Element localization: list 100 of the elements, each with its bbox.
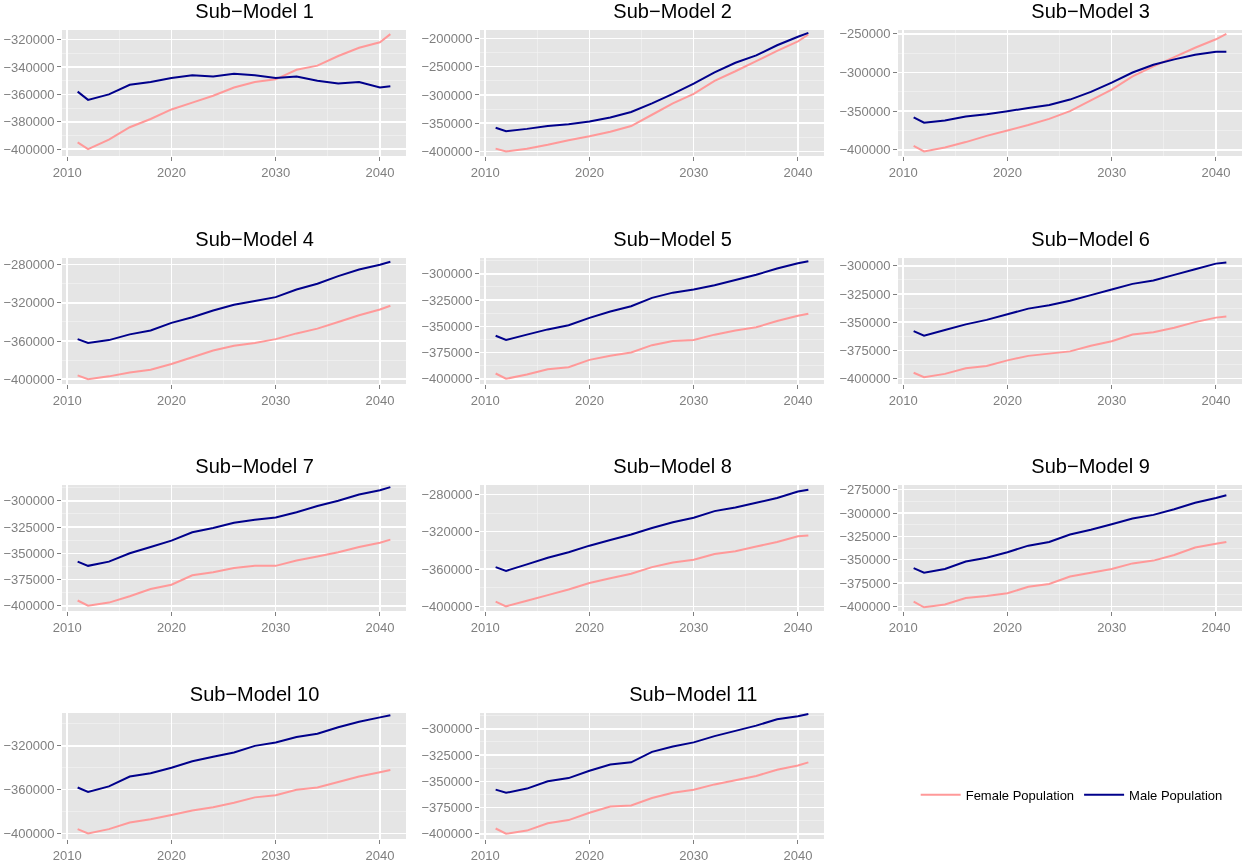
y-tick-label: −360000 [3, 86, 55, 102]
y-tick-label: −300000 [421, 721, 473, 737]
x-tick-label: 2040 [783, 847, 813, 863]
x-tick-label: 2040 [365, 619, 395, 635]
y-tick-label: −325000 [421, 292, 473, 308]
legend-label: Female Population [965, 787, 1075, 803]
y-tick-label: −300000 [3, 493, 55, 509]
line-series [76, 33, 392, 151]
y-tick-label: −375000 [839, 342, 891, 358]
x-tick-label: 2040 [365, 392, 395, 408]
line-series [76, 768, 392, 835]
y-tick-label: −325000 [839, 528, 891, 544]
line-series [494, 33, 810, 153]
y-tick-label: −350000 [839, 103, 891, 119]
y-tick-label: −325000 [839, 286, 891, 302]
line-series [76, 304, 392, 381]
chart-title: Sub−Model 7 [195, 455, 314, 477]
x-tick-label: 2040 [783, 392, 813, 408]
x-tick-label: 2010 [888, 164, 918, 180]
x-tick-label: 2030 [679, 164, 709, 180]
x-tick-label: 2030 [261, 847, 291, 863]
y-tick-label: −360000 [3, 782, 55, 798]
line-series [76, 538, 392, 607]
line-series [494, 488, 810, 572]
x-tick-label: 2010 [470, 392, 500, 408]
y-tick-label: −350000 [3, 545, 55, 561]
y-tick-label: −250000 [421, 59, 473, 75]
x-tick-label: 2020 [156, 847, 186, 863]
y-tick-label: −350000 [839, 552, 891, 568]
y-tick-label: −200000 [421, 31, 473, 47]
y-tick-label: −300000 [421, 266, 473, 282]
y-tick-label: −325000 [3, 519, 55, 535]
y-tick-label: −360000 [3, 333, 55, 349]
y-tick-label: −400000 [3, 826, 55, 842]
y-tick-label: −400000 [421, 371, 473, 387]
x-tick-label: 2020 [156, 164, 186, 180]
y-tick-label: −375000 [3, 572, 55, 588]
chart-title: Sub−Model 11 [629, 683, 758, 705]
y-tick-label: −400000 [839, 598, 891, 614]
y-tick-label: −375000 [421, 345, 473, 361]
x-tick-label: 2030 [261, 392, 291, 408]
y-tick-label: −320000 [3, 295, 55, 311]
x-tick-label: 2040 [1201, 619, 1231, 635]
x-tick-label: 2020 [992, 392, 1022, 408]
x-tick-label: 2040 [1201, 392, 1231, 408]
line-series [494, 713, 810, 794]
line-series [494, 312, 810, 380]
chart-title: Sub−Model 8 [613, 455, 732, 477]
line-series [912, 32, 1228, 153]
x-tick-label: 2020 [156, 619, 186, 635]
line-series [912, 50, 1228, 124]
line-series [912, 540, 1228, 609]
y-tick-label: −400000 [421, 144, 473, 160]
x-tick-label: 2020 [574, 164, 604, 180]
chart-title: Sub−Model 2 [613, 0, 732, 22]
y-tick-label: −400000 [3, 598, 55, 614]
x-tick-label: 2030 [261, 164, 291, 180]
chart-title: Sub−Model 4 [195, 228, 314, 250]
y-tick-label: −320000 [3, 32, 55, 48]
y-tick-label: −400000 [839, 142, 891, 158]
x-tick-label: 2030 [1097, 619, 1127, 635]
chart-title: Sub−Model 3 [1031, 0, 1150, 22]
x-tick-label: 2040 [783, 164, 813, 180]
x-tick-label: 2010 [470, 619, 500, 635]
line-series [912, 261, 1228, 337]
y-tick-label: −400000 [421, 826, 473, 842]
y-tick-label: −280000 [3, 257, 55, 273]
y-tick-label: −300000 [839, 258, 891, 274]
y-tick-label: −400000 [3, 371, 55, 387]
x-tick-label: 2020 [992, 164, 1022, 180]
line-series [912, 494, 1228, 574]
x-tick-label: 2010 [888, 619, 918, 635]
x-tick-label: 2040 [783, 619, 813, 635]
y-tick-label: −350000 [839, 314, 891, 330]
x-tick-label: 2020 [574, 619, 604, 635]
chart-title: Sub−Model 5 [613, 228, 732, 250]
y-tick-label: −350000 [421, 318, 473, 334]
y-tick-label: −375000 [421, 800, 473, 816]
x-tick-label: 2030 [1097, 164, 1127, 180]
x-tick-label: 2010 [470, 847, 500, 863]
x-tick-label: 2040 [365, 847, 395, 863]
y-tick-label: −350000 [421, 773, 473, 789]
y-tick-label: −320000 [3, 738, 55, 754]
x-tick-label: 2030 [679, 847, 709, 863]
y-tick-label: −350000 [421, 115, 473, 131]
y-tick-label: −340000 [3, 59, 55, 75]
y-tick-label: −300000 [839, 505, 891, 521]
x-tick-label: 2030 [261, 619, 291, 635]
y-tick-label: −375000 [839, 575, 891, 591]
line-series [494, 31, 810, 133]
line-series [76, 486, 392, 567]
line-series [494, 260, 810, 341]
y-tick-label: −275000 [839, 482, 891, 498]
line-series [76, 714, 392, 793]
x-tick-label: 2020 [992, 619, 1022, 635]
chart-title: Sub−Model 6 [1031, 228, 1150, 250]
y-tick-label: −380000 [3, 114, 55, 130]
x-tick-label: 2030 [679, 392, 709, 408]
x-tick-label: 2010 [52, 164, 82, 180]
x-tick-label: 2030 [679, 619, 709, 635]
